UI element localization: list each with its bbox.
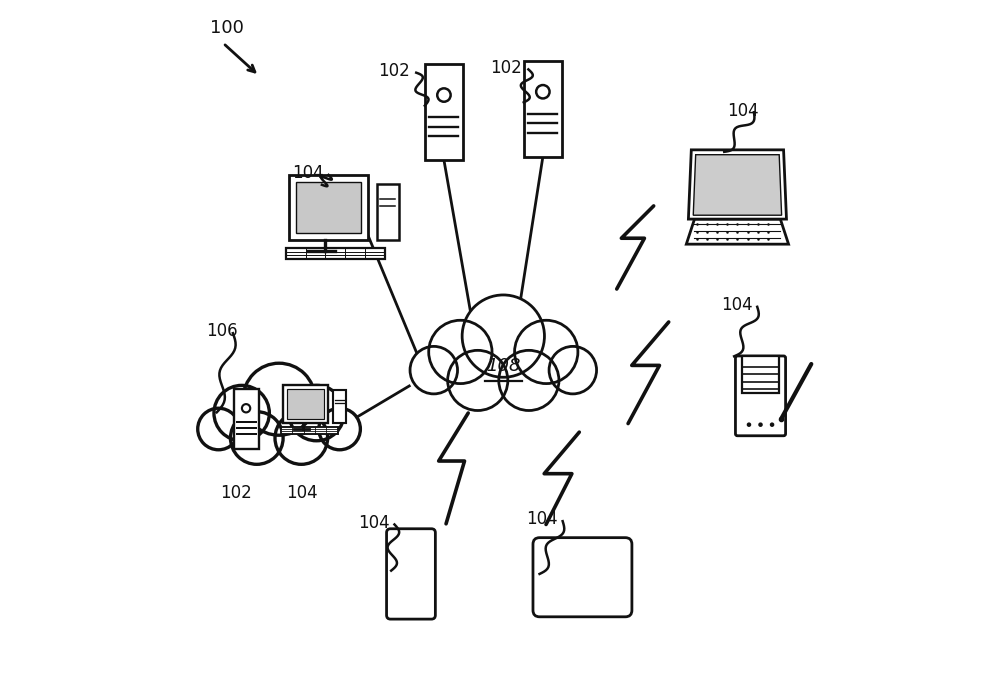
Circle shape: [499, 351, 559, 411]
Bar: [425, 65, 463, 160]
Text: 104: 104: [286, 484, 317, 502]
Bar: [742, 357, 779, 393]
Text: 104: 104: [292, 164, 324, 182]
FancyBboxPatch shape: [387, 529, 435, 619]
Circle shape: [243, 363, 315, 435]
Text: 102: 102: [378, 62, 410, 80]
Bar: [289, 174, 368, 240]
Bar: [286, 248, 385, 259]
FancyBboxPatch shape: [735, 356, 786, 435]
Polygon shape: [693, 155, 782, 215]
Circle shape: [275, 412, 328, 464]
Circle shape: [747, 423, 751, 427]
Text: 104: 104: [721, 296, 753, 314]
Circle shape: [214, 386, 269, 441]
Circle shape: [549, 347, 597, 394]
Text: 104: 104: [358, 513, 390, 532]
Circle shape: [230, 412, 283, 464]
Text: 104: 104: [526, 510, 558, 528]
Circle shape: [758, 423, 763, 427]
Circle shape: [410, 347, 458, 394]
Circle shape: [289, 386, 344, 441]
Text: 100: 100: [210, 19, 244, 37]
Bar: [287, 390, 324, 419]
Bar: [333, 390, 346, 423]
Polygon shape: [688, 150, 786, 219]
Text: 102: 102: [490, 59, 522, 77]
Bar: [524, 61, 562, 157]
Circle shape: [515, 320, 578, 384]
Circle shape: [448, 351, 508, 411]
Text: 108: 108: [486, 357, 521, 375]
Bar: [296, 182, 361, 233]
Circle shape: [462, 295, 544, 378]
Text: 104: 104: [728, 102, 759, 120]
Polygon shape: [686, 219, 789, 244]
Text: 106: 106: [207, 322, 238, 341]
Bar: [377, 184, 399, 240]
Circle shape: [770, 423, 774, 427]
Bar: [283, 386, 328, 423]
Circle shape: [319, 409, 360, 450]
Circle shape: [198, 409, 239, 450]
Text: 102: 102: [220, 484, 251, 502]
Circle shape: [429, 320, 492, 384]
FancyBboxPatch shape: [533, 538, 632, 616]
Bar: [281, 427, 338, 433]
Bar: [234, 389, 259, 449]
